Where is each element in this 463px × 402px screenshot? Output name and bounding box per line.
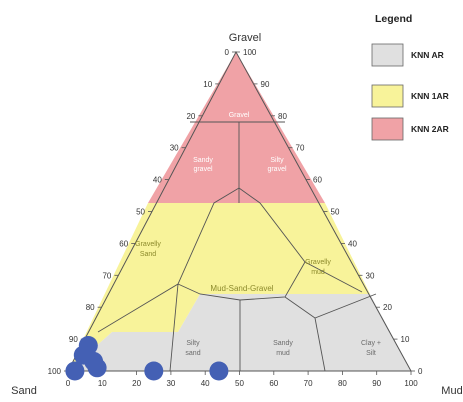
right-axis-tick-label: 60 [313, 176, 322, 185]
bottom-axis-tick-label: 100 [404, 379, 418, 388]
right-axis-tick-label: 100 [243, 48, 257, 57]
legend-swatch-knn-1ar [371, 84, 404, 108]
zone-label-silty-sand-1: Silty [186, 340, 200, 347]
left-axis-tick-label: 40 [153, 176, 162, 185]
sample-markers [65, 336, 229, 381]
right-axis-tick-label: 70 [296, 144, 305, 153]
zone-label-sandy-gravel-1: Sandy [193, 157, 213, 164]
zone-label-gravelly-sand-2: Sand [140, 251, 156, 258]
right-axis-tick-label: 40 [348, 239, 357, 248]
legend-label-knn-2ar: KNN 2AR [411, 124, 449, 134]
bottom-axis-tick-label: 10 [98, 379, 107, 388]
left-axis-tick-label: 30 [170, 144, 179, 153]
left-axis-tick-label: 20 [186, 112, 195, 121]
bottom-axis-tick-label: 50 [235, 379, 244, 388]
right-axis-tick-label: 10 [401, 335, 410, 344]
zone-label-sandy-mud-1: Sandy [273, 340, 293, 347]
bottom-axis-tick-label: 0 [66, 379, 71, 388]
left-axis-tick-label: 50 [136, 208, 145, 217]
bottom-axis-tick-label: 80 [338, 379, 347, 388]
left-axis-tick-label: 80 [86, 303, 95, 312]
corner-label-gravel: Gravel [229, 32, 261, 44]
right-axis-tick-label: 90 [261, 80, 270, 89]
sample-marker [209, 361, 229, 381]
left-axis-tick-label: 100 [48, 367, 62, 376]
bottom-axis-tick-label: 90 [372, 379, 381, 388]
zone-grey-knn-ar [68, 294, 411, 371]
left-axis-tick-label: 60 [119, 239, 128, 248]
zone-label-sandy-mud-2: mud [276, 350, 290, 357]
corner-label-mud: Mud [441, 385, 462, 397]
zone-label-sandy-gravel-2: gravel [193, 166, 213, 173]
axis-ticks: 0102030405060708090100100908070605040302… [48, 48, 423, 388]
legend-label-knn-ar: KNN AR [411, 50, 444, 60]
bottom-axis-tick-label: 70 [304, 379, 313, 388]
legend-title: Legend [375, 13, 412, 25]
left-axis-tick-label: 70 [102, 271, 111, 280]
bottom-axis-tick-label: 30 [166, 379, 175, 388]
right-axis-tick-label: 30 [366, 271, 375, 280]
legend-label-knn-1ar: KNN 1AR [411, 91, 449, 101]
corner-label-sand: Sand [11, 385, 37, 397]
sample-marker [144, 361, 164, 381]
zone-label-mud-sand-gravel: Mud-Sand-Gravel [210, 284, 273, 293]
right-axis-tick-label: 80 [278, 112, 287, 121]
legend: Legend KNN AR KNN 1AR KNN 2AR [371, 13, 449, 141]
zone-label-silty-gravel-1: Silty [270, 157, 284, 164]
sample-marker [87, 358, 107, 378]
zone-red-knn-2ar [148, 52, 325, 203]
zone-label-clay-silt-1: Clay + [361, 340, 381, 347]
bottom-axis-tick-label: 40 [201, 379, 210, 388]
zone-label-gravelly-mud-2: mud [311, 269, 325, 276]
zone-label-silty-gravel-2: gravel [267, 166, 287, 173]
zone-yellow-knn-1ar [68, 203, 370, 371]
zone-label-gravelly-sand-1: Gravelly [135, 241, 161, 248]
class-boundaries [97, 121, 377, 372]
zone-label-gravelly-mud-1: Gravelly [305, 259, 331, 266]
right-axis-tick-label: 20 [383, 303, 392, 312]
left-axis-tick-label: 90 [69, 335, 78, 344]
bottom-axis-tick-label: 60 [269, 379, 278, 388]
zone-label-clay-silt-2: Silt [366, 350, 376, 357]
right-axis-tick-label: 50 [331, 208, 340, 217]
sample-marker [65, 361, 85, 381]
legend-swatch-knn-2ar [371, 117, 404, 141]
zone-label-silty-sand-2: sand [185, 350, 200, 357]
legend-swatch-knn-ar [371, 43, 404, 67]
right-axis-tick-label: 0 [418, 367, 423, 376]
left-axis-tick-label: 10 [203, 80, 212, 89]
left-axis-tick-label: 0 [225, 48, 230, 57]
bottom-axis-tick-label: 20 [132, 379, 141, 388]
zone-label-gravel: Gravel [229, 112, 250, 119]
